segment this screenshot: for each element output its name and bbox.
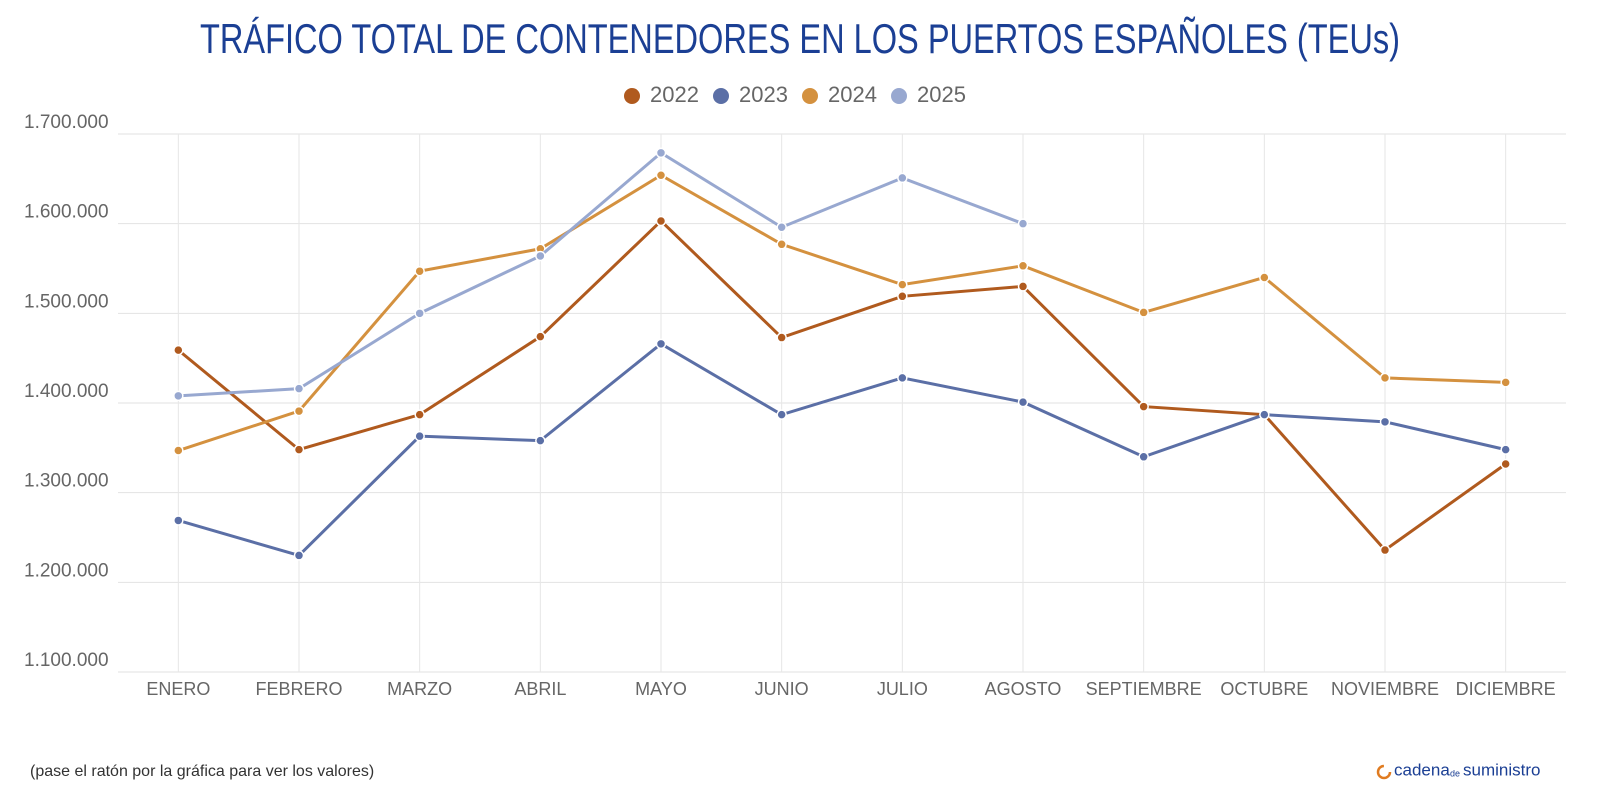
data-point — [1500, 458, 1511, 470]
x-tick-label: SEPTIEMBRE — [1086, 679, 1202, 699]
data-point — [1379, 372, 1391, 384]
series-line — [177, 218, 1507, 553]
y-tick-label: 1.300.000 — [24, 471, 109, 492]
y-tick-label: 1.400.000 — [24, 381, 109, 402]
series-line — [177, 173, 1506, 452]
data-point — [414, 265, 425, 277]
data-point — [776, 409, 787, 420]
logo-text: cadena — [1394, 760, 1450, 779]
note: (pase el ratón por la gráfica para ver l… — [30, 763, 374, 780]
data-point — [293, 405, 305, 417]
y-tick-label: 1.200.000 — [24, 560, 109, 581]
data-point — [414, 409, 425, 420]
data-point — [414, 308, 425, 319]
data-point — [535, 250, 546, 262]
legend-marker — [713, 88, 729, 104]
data-point — [897, 279, 908, 290]
y-tick-label: 1.600.000 — [24, 202, 109, 223]
data-point — [897, 372, 908, 384]
data-point — [1379, 416, 1391, 428]
y-tick-label: 1.100.000 — [24, 650, 109, 671]
logo: cadena de suministro — [1376, 760, 1540, 780]
data-point — [293, 383, 305, 394]
data-point — [1017, 281, 1029, 292]
data-point — [1379, 544, 1391, 556]
y-tick-label: 1.500.000 — [24, 291, 109, 312]
data-point — [897, 172, 908, 184]
data-point — [1500, 377, 1511, 388]
data-point — [897, 291, 908, 302]
data-point — [173, 344, 184, 356]
x-tick-label: NOVIEMBRE — [1331, 679, 1439, 699]
legend-label: 2022 — [650, 82, 699, 107]
data-point — [293, 444, 305, 455]
data-point — [173, 390, 184, 402]
logo-text: suministro — [1463, 760, 1540, 779]
logo-icon — [1376, 764, 1392, 780]
data-point — [655, 215, 667, 227]
data-point — [1138, 451, 1149, 463]
y-tick-label: 1.700.000 — [24, 112, 109, 133]
x-tick-label: MARZO — [387, 679, 452, 699]
data-point — [1138, 307, 1149, 318]
x-tick-label: ENERO — [146, 679, 210, 699]
series-line — [177, 342, 1507, 558]
x-tick-label: MAYO — [635, 679, 687, 699]
data-point — [655, 147, 667, 159]
data-point — [535, 435, 546, 446]
legend-marker — [891, 88, 907, 104]
series-line — [178, 150, 1024, 398]
x-tick-label: DICIEMBRE — [1456, 679, 1556, 699]
legend-marker — [624, 88, 640, 104]
data-point — [776, 222, 787, 233]
data-point — [173, 515, 184, 526]
chart-title: TRÁFICO TOTAL DE CONTENEDORES EN LOS PUE… — [200, 15, 1400, 62]
data-point — [1138, 401, 1149, 412]
data-point — [173, 445, 184, 456]
data-point — [1017, 260, 1029, 272]
x-tick-label: ABRIL — [514, 679, 566, 699]
legend-label: 2025 — [917, 82, 966, 107]
legend-label: 2024 — [828, 82, 877, 107]
data-point — [293, 550, 305, 561]
x-tick-label: OCTUBRE — [1220, 679, 1308, 699]
data-point — [414, 430, 425, 442]
x-tick-label: JULIO — [877, 679, 928, 699]
data-point — [655, 338, 667, 350]
legend-marker — [802, 88, 818, 104]
data-point — [1017, 218, 1029, 229]
data-point — [1017, 396, 1029, 408]
data-point — [535, 331, 546, 342]
data-point — [776, 332, 787, 343]
data-point — [1259, 272, 1270, 283]
data-point — [1500, 444, 1511, 455]
data-point — [1259, 409, 1270, 420]
data-point — [776, 239, 787, 250]
x-tick-label: JUNIO — [755, 679, 809, 699]
data-point — [655, 169, 667, 181]
legend-label: 2023 — [739, 82, 788, 107]
x-tick-label: AGOSTO — [985, 679, 1062, 699]
x-tick-label: FEBRERO — [255, 679, 342, 699]
logo-text: de — [1450, 768, 1460, 778]
